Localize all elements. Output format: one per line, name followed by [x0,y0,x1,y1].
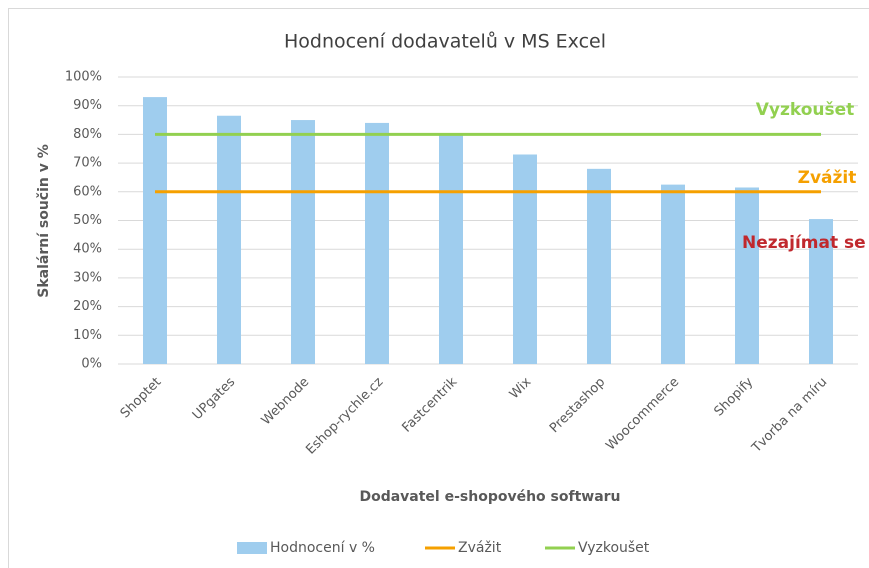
y-tick-label: 40% [73,242,102,257]
y-tick-label: 70% [73,156,102,171]
bar [587,168,611,364]
annotation: Zvážit [798,168,857,188]
x-axis-title: Dodavatel e-shopového softwaru [359,489,620,505]
y-tick-label: 80% [73,127,102,142]
bar [661,184,685,364]
y-tick-label: 60% [73,184,102,199]
bar [143,97,167,364]
y-tick-label: 50% [73,213,102,228]
chart-title: Hodnocení dodavatelů v MS Excel [284,31,606,53]
bar [217,115,241,365]
legend-label: Zvážit [458,540,502,556]
bar [513,154,537,364]
bar [809,219,833,364]
y-tick-label: 20% [73,299,102,314]
y-tick-label: 90% [73,98,102,113]
bar [291,120,315,364]
bar [735,187,759,364]
y-tick-label: 100% [65,70,102,85]
legend-label: Hodnocení v % [270,540,375,556]
legend-swatch [237,542,267,554]
bar [439,134,463,364]
y-axis-title: Skalární součin v % [36,144,52,298]
y-tick-label: 0% [81,357,102,372]
annotation: Vyzkoušet [756,100,855,120]
y-tick-label: 10% [73,328,102,343]
bar [365,122,389,364]
y-tick-label: 30% [73,270,102,285]
annotation: Nezajímat se [742,233,866,253]
legend-label: Vyzkoušet [578,540,650,556]
